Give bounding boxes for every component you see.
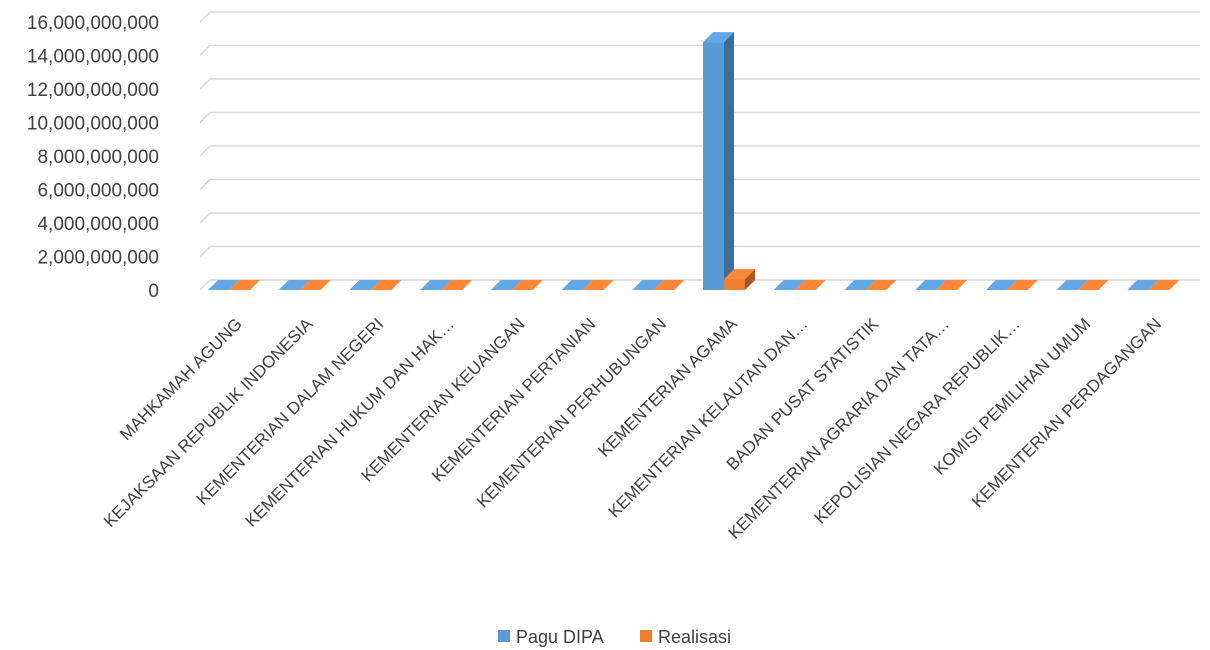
bar-top — [936, 280, 968, 290]
bar — [299, 280, 331, 290]
bar-top — [1148, 280, 1180, 290]
y-tick-label: 4,000,000,000 — [37, 214, 159, 235]
bar — [773, 280, 805, 290]
gridline — [199, 44, 1200, 57]
legend: Pagu DIPA Realisasi — [498, 627, 731, 647]
bar-top — [349, 280, 381, 290]
bar — [936, 280, 968, 290]
bar — [511, 280, 543, 290]
gridline — [199, 245, 1200, 258]
bar — [582, 280, 614, 290]
bar — [1148, 280, 1180, 290]
bars — [208, 32, 1180, 290]
bar-front — [703, 42, 724, 290]
y-tick-label: 10,000,000,000 — [27, 114, 159, 135]
gridline — [199, 111, 1200, 124]
y-tick-label: 16,000,000,000 — [27, 13, 159, 34]
gridline — [199, 11, 1200, 23]
legend-swatch — [498, 630, 510, 642]
bar — [490, 280, 522, 290]
bar — [703, 32, 734, 290]
legend-label: Realisasi — [658, 627, 731, 647]
gridline — [199, 178, 1200, 191]
bar — [653, 280, 685, 290]
bar — [278, 280, 310, 290]
bar — [844, 280, 876, 290]
y-tick-label: 12,000,000,000 — [27, 80, 159, 101]
bar-top — [1056, 280, 1088, 290]
legend-entry: Realisasi — [640, 627, 731, 647]
bar — [1056, 280, 1088, 290]
y-tick-label: 8,000,000,000 — [37, 147, 159, 168]
bar-top — [299, 280, 331, 290]
bar-top — [865, 280, 897, 290]
bar-top — [1077, 280, 1109, 290]
legend-label: Pagu DIPA — [516, 627, 604, 647]
gridline — [199, 145, 1200, 157]
bar-top — [632, 280, 664, 290]
y-tick-label: 0 — [148, 281, 159, 302]
y-axis-tick-labels: 0 2,000,000,000 4,000,000,000 6,000,000,000… — [27, 13, 159, 302]
bar — [724, 269, 755, 290]
bar-top — [703, 32, 734, 43]
bar-top — [985, 280, 1017, 290]
bar-top — [915, 280, 947, 290]
gridline — [199, 78, 1200, 90]
bar-top — [441, 280, 473, 290]
gridlines — [199, 11, 1200, 291]
bar-top — [490, 280, 522, 290]
legend-entry: Pagu DIPA — [498, 627, 604, 647]
bar-top — [1006, 280, 1038, 290]
x-category-label: KEMENTERIAN AGAMA — [594, 314, 741, 461]
bar — [794, 280, 826, 290]
bar-top — [370, 280, 402, 290]
bar-top — [724, 269, 755, 280]
bar-top — [420, 280, 452, 290]
y-tick-label: 14,000,000,000 — [27, 47, 159, 68]
bar-top — [582, 280, 614, 290]
bar — [229, 280, 260, 290]
gridline — [199, 212, 1200, 224]
bar — [208, 280, 239, 290]
bar — [632, 280, 664, 290]
gridline — [199, 279, 1200, 291]
bar — [1077, 280, 1109, 290]
bar-top — [561, 280, 593, 290]
bar-front — [724, 279, 745, 290]
bar-top — [208, 280, 239, 290]
bar-side — [745, 269, 755, 290]
bar — [915, 280, 947, 290]
bar — [370, 280, 402, 290]
bar-top — [511, 280, 543, 290]
bar-top — [229, 280, 260, 290]
bar-top — [1127, 280, 1159, 290]
bar — [349, 280, 381, 290]
bar-side — [724, 32, 734, 290]
bar — [865, 280, 897, 290]
bar — [561, 280, 593, 290]
bar — [441, 280, 473, 290]
bar-top — [653, 280, 685, 290]
legend-swatch — [640, 630, 652, 642]
bar — [1127, 280, 1159, 290]
bar-top — [278, 280, 310, 290]
y-tick-label: 2,000,000,000 — [37, 248, 159, 269]
bar — [1006, 280, 1038, 290]
bar-top — [773, 280, 805, 290]
y-tick-label: 6,000,000,000 — [37, 181, 159, 202]
bar — [420, 280, 452, 290]
bar-top — [794, 280, 826, 290]
x-category-label: MAHKAMAH AGUNG — [116, 314, 246, 444]
bar — [985, 280, 1017, 290]
bar-top — [844, 280, 876, 290]
